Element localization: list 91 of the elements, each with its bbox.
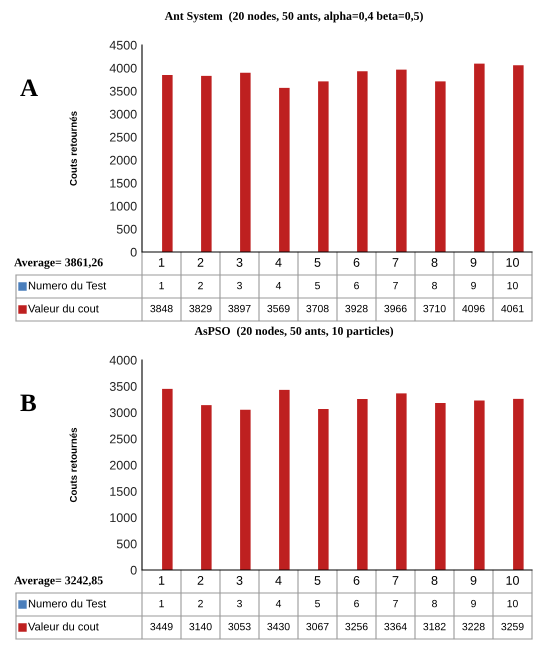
data-label: 3256: [345, 622, 368, 630]
x-tick-label: 9: [470, 258, 476, 267]
data-label: 6: [354, 600, 359, 608]
data-label: 3569: [267, 304, 290, 312]
data-label: 3966: [384, 304, 407, 312]
data-label: 3259: [501, 622, 524, 630]
x-tick-label: 7: [392, 258, 398, 267]
data-label: 3928: [345, 304, 368, 312]
data-label: 3364: [384, 622, 407, 630]
legend-label: Numero du Test: [28, 281, 106, 290]
legend-label: Numero du Test: [28, 599, 106, 608]
x-tick-label: 4: [275, 258, 282, 267]
y-tick-label: 500: [116, 540, 137, 548]
data-label: 3067: [306, 622, 329, 630]
x-tick-label: 9: [470, 576, 476, 585]
y-tick-label: 3500: [110, 382, 137, 391]
data-label: 3053: [228, 622, 251, 630]
data-label: 3829: [189, 304, 212, 312]
y-tick-label: 0: [130, 248, 137, 257]
data-label: 8: [432, 282, 437, 290]
data-label: 2: [198, 282, 203, 290]
y-tick-label: 4500: [110, 40, 137, 50]
y-tick-label: 1500: [110, 487, 137, 496]
data-label: 3848: [150, 304, 173, 312]
x-tick-label: 6: [354, 576, 360, 585]
data-label: 5: [315, 600, 320, 608]
x-tick-label: 10: [506, 258, 519, 267]
chart-title: Ant System (20 nodes, 50 ants, alpha=0,4 beta=0,5): [164, 12, 423, 22]
data-label: 9: [471, 282, 476, 290]
data-label: 3897: [228, 304, 251, 312]
data-label: 6: [354, 282, 359, 290]
y-tick-label: 4000: [110, 64, 137, 73]
data-label: 3140: [189, 622, 212, 630]
data-label: 7: [393, 600, 398, 608]
x-tick-label: 1: [158, 576, 164, 585]
y-tick-label: 1000: [110, 513, 137, 522]
data-label: 3710: [423, 304, 446, 312]
text: B: [20, 394, 36, 412]
x-tick-label: 8: [432, 576, 438, 585]
x-tick-label: 5: [314, 576, 320, 585]
data-label: 2: [198, 600, 203, 608]
y-tick-label: 2000: [110, 460, 137, 470]
y-tick-label: 2500: [110, 434, 137, 444]
data-label: 3449: [150, 622, 173, 630]
data-label: 3: [237, 600, 242, 608]
data-label: 1: [159, 282, 164, 290]
y-tick-label: 0: [130, 566, 137, 575]
data-label: 4061: [501, 304, 524, 312]
data-label: 10: [508, 600, 518, 608]
y-tick-label: 2500: [110, 132, 137, 142]
x-tick-label: 4: [275, 576, 282, 585]
data-label: 4: [276, 282, 282, 290]
y-axis-title: Couts retournés: [70, 428, 77, 502]
data-label: 3708: [306, 304, 329, 312]
data-label: 7: [393, 282, 398, 290]
x-tick-label: 3: [236, 576, 242, 585]
x-tick-label: 5: [314, 258, 320, 267]
text: Average= 3242,85: [14, 576, 103, 587]
data-label: 8: [432, 600, 437, 608]
data-label: 1: [159, 600, 164, 608]
y-tick-label: 1500: [110, 178, 137, 188]
y-axis-title: Couts retournés: [70, 111, 77, 186]
data-label: 3228: [462, 622, 485, 630]
x-tick-label: 10: [506, 576, 519, 585]
x-tick-label: 8: [432, 258, 438, 267]
data-label: 10: [508, 282, 518, 290]
data-label: 5: [315, 282, 320, 290]
data-label: 4096: [462, 304, 485, 312]
text: A: [20, 80, 38, 96]
data-label: 3182: [423, 622, 446, 630]
data-label: 4: [276, 600, 282, 608]
x-tick-label: 6: [354, 258, 360, 267]
legend-label: Valeur du cout: [28, 304, 99, 312]
y-tick-label: 3000: [110, 408, 137, 418]
y-tick-label: 4000: [110, 356, 137, 365]
legend-label: Valeur du cout: [28, 622, 99, 630]
x-tick-label: 7: [392, 576, 398, 585]
data-label: 3430: [267, 622, 290, 630]
chart-title: AsPSO (20 nodes, 50 ants, 10 particles): [194, 326, 394, 338]
y-tick-label: 2000: [110, 156, 137, 165]
y-tick-label: 500: [116, 224, 137, 234]
y-tick-label: 3500: [110, 86, 137, 96]
y-tick-label: 3000: [110, 110, 137, 119]
y-tick-label: 1000: [110, 202, 137, 211]
data-label: 3: [237, 282, 242, 290]
x-tick-label: 1: [158, 258, 164, 267]
x-tick-label: 3: [236, 258, 242, 267]
x-tick-label: 2: [198, 258, 204, 267]
data-label: 9: [471, 600, 476, 608]
text: Average= 3861,26: [14, 258, 103, 269]
x-tick-label: 2: [198, 576, 204, 585]
